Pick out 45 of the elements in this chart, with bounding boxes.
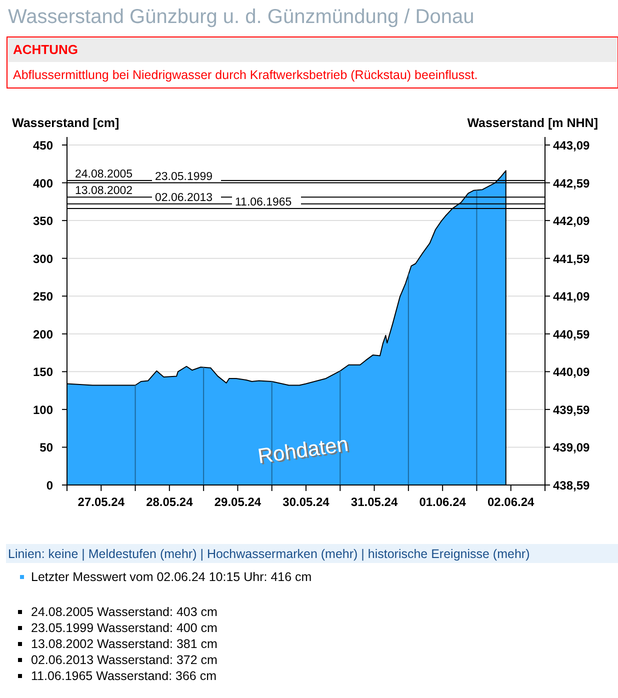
text: ACHTUNG	[13, 42, 78, 57]
x-tick-label: 31.05.24	[350, 495, 398, 509]
y2-tick-label: 440,59	[553, 327, 590, 342]
x-tick-label: 28.05.24	[146, 495, 194, 509]
y-tick-label: 150	[32, 365, 54, 380]
ref-line-label: 24.08.2005	[75, 168, 133, 181]
text: Linien: keine | Meldestufen (mehr) | Hochwassermarken (mehr) | historische Ereignisse (mehr)	[8, 547, 530, 561]
y-axis-title: Wasserstand [cm]	[12, 116, 120, 130]
y2-tick-label: 443,09	[553, 138, 590, 152]
y-tick-label: 250	[32, 290, 54, 304]
y-tick-label: 300	[32, 252, 54, 266]
y2-tick-label: 440,09	[553, 365, 590, 380]
x-tick-label: 01.06.24	[419, 495, 466, 509]
y-tick-label: 350	[32, 214, 54, 228]
y-tick-label: 50	[40, 440, 54, 455]
x-tick-label: 30.05.24	[282, 495, 330, 509]
y2-tick-label: 438,59	[553, 478, 590, 492]
text: 13.08.2002 Wasserstand: 381 cm	[31, 637, 218, 651]
y2-tick-label: 439,09	[553, 440, 590, 455]
text: 11.06.1965 Wasserstand: 366 cm	[31, 669, 217, 683]
ref-line-label: 11.06.1965	[235, 196, 292, 208]
y2-tick-label: 442,59	[553, 176, 590, 190]
x-tick-label: 02.06.24	[488, 495, 535, 509]
ref-line-label: 13.08.2002	[75, 185, 133, 198]
chart-title: Wasserstand Günzburg u. d. Günzmündung / Donau	[8, 6, 474, 28]
x-tick-label: 27.05.24	[78, 495, 125, 509]
y-tick-label: 200	[32, 327, 54, 342]
y2-tick-label: 441,59	[553, 252, 590, 266]
text: Abflussermittlung bei Niedrigwasser durch Kraftwerksbetrieb (Rückstau) beeinflusst.	[13, 68, 478, 82]
text: 24.08.2005 Wasserstand: 403 cm	[31, 605, 218, 619]
ref-line-label: 02.06.2013	[155, 192, 213, 204]
x-tick-label: 29.05.24	[214, 495, 262, 509]
text: 23.05.1999 Wasserstand: 400 cm	[31, 621, 218, 635]
y-tick-label: 100	[32, 402, 54, 417]
y2-tick-label: 439,59	[553, 402, 590, 417]
y-tick-label: 450	[32, 138, 54, 152]
annotation: Rohdaten	[258, 434, 352, 470]
text: 02.06.2013 Wasserstand: 372 cm	[31, 653, 218, 667]
y-tick-label: 0	[46, 478, 54, 492]
y2-tick-label: 441,09	[553, 290, 590, 304]
y2-tick-label: 442,09	[553, 214, 590, 228]
ref-line-label: 23.05.1999	[155, 170, 213, 183]
text: Letzter Messwert vom 02.06.24 10:15 Uhr: 416 cm	[31, 570, 312, 584]
y-tick-label: 400	[32, 176, 54, 190]
y2-axis-title: Wasserstand [m NHN]	[467, 116, 598, 130]
